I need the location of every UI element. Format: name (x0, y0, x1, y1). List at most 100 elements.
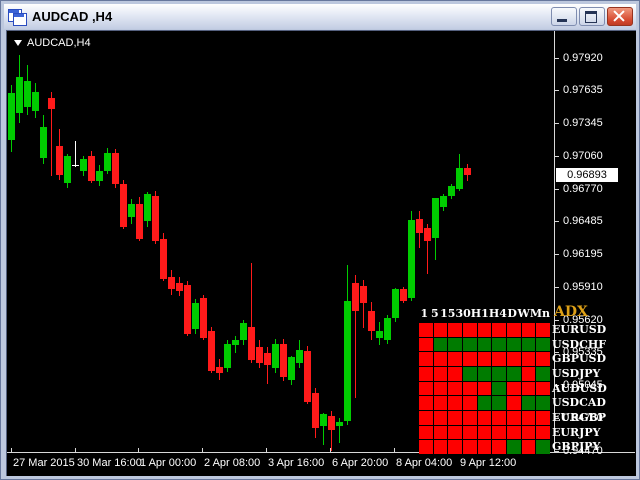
adx-pair-label: USDJPY (552, 366, 601, 380)
adx-matrix-cell (507, 323, 521, 337)
adx-matrix-cell (433, 425, 448, 440)
time-tick (75, 448, 76, 452)
time-tick-label: 8 Apr 04:00 (396, 457, 453, 469)
candle-body (464, 168, 471, 175)
price-tick-label: 0.97635 (563, 84, 603, 97)
price-tick (554, 57, 559, 59)
candle-body (40, 127, 47, 159)
candle-body (248, 326, 255, 360)
candle-body (32, 92, 39, 112)
adx-matrix-cell (433, 440, 448, 454)
price-tick-label: 0.95045 (563, 379, 603, 392)
candle-body (208, 331, 215, 372)
adx-matrix-cell (477, 352, 492, 366)
title-bar[interactable]: AUDCAD ,H4 (4, 4, 636, 29)
adx-matrix-cell (419, 323, 433, 337)
candle-wick (267, 347, 268, 384)
candle-body (416, 218, 423, 234)
adx-matrix-cell (463, 323, 477, 337)
time-tick-label: 27 Mar 2015 (13, 457, 75, 469)
time-tick-label: 9 Apr 12:00 (460, 457, 517, 469)
adx-matrix-cell (448, 381, 462, 396)
adx-pair-label: GBPUSD (552, 352, 607, 366)
adx-matrix-cell (521, 352, 536, 366)
candle-body (80, 159, 87, 171)
candle-body (400, 289, 407, 301)
chart-plot-area[interactable] (7, 31, 554, 452)
candle-body (440, 195, 447, 208)
adx-matrix-cell (477, 425, 492, 440)
candle-wick (323, 413, 324, 446)
adx-matrix-cell (463, 411, 477, 425)
price-tick-label: 0.95335 (563, 346, 603, 359)
time-tick (394, 448, 395, 452)
symbol-dropdown[interactable]: AUDCAD,H4 (14, 37, 91, 49)
adx-matrix-cell (507, 381, 521, 396)
price-tick-label: 0.95910 (563, 280, 603, 293)
time-tick-label: 6 Apr 20:00 (332, 457, 389, 469)
adx-pair-label: AUDUSD (552, 381, 607, 395)
window-controls (551, 7, 636, 26)
candle-body (88, 155, 95, 181)
candle-body (104, 152, 111, 171)
candle-body (336, 422, 343, 426)
adx-matrix-cell (419, 337, 433, 352)
adx-matrix-cell (419, 396, 433, 410)
price-tick-label: 0.97060 (563, 149, 603, 162)
time-tick (202, 448, 203, 452)
adx-matrix-cell (521, 367, 536, 381)
price-tick-label: 0.96770 (563, 182, 603, 195)
chevron-down-icon (14, 40, 22, 46)
adx-matrix-cell (433, 323, 448, 337)
price-tick-label: 0.97920 (563, 51, 603, 64)
adx-matrix-cell (477, 440, 492, 454)
adx-matrix-cell (536, 381, 550, 396)
adx-matrix-cell (492, 323, 506, 337)
candle-body (56, 145, 63, 176)
adx-matrix-cell (463, 337, 477, 352)
candle-body (232, 340, 239, 345)
candle-body (288, 357, 295, 381)
candle-body (96, 170, 103, 181)
time-axis-separator (7, 452, 635, 453)
close-button[interactable] (607, 7, 633, 26)
adx-matrix-cell (521, 440, 536, 454)
adx-matrix-cell (448, 337, 462, 352)
maximize-button[interactable] (579, 7, 605, 26)
adx-matrix-cell (433, 367, 448, 381)
adx-matrix-cell (492, 425, 506, 440)
price-tick (554, 352, 559, 354)
candle-body (272, 343, 279, 368)
adx-matrix-cell (507, 367, 521, 381)
adx-column-label: D (507, 307, 517, 320)
price-tick-label: 0.94760 (563, 411, 603, 424)
candle-body (24, 80, 31, 107)
price-tick (554, 155, 559, 157)
candle-wick (355, 275, 356, 399)
minimize-button[interactable] (551, 7, 577, 26)
adx-column-label: H4 (488, 307, 507, 320)
price-tick-label: 0.95620 (563, 313, 603, 326)
candle-body (456, 168, 463, 189)
current-price-tag: 0.96893 (556, 167, 618, 182)
adx-matrix-cell (477, 323, 492, 337)
adx-pair-label: GBPJPY (552, 440, 601, 454)
adx-column-label: W (517, 307, 530, 320)
adx-matrix-cell (477, 381, 492, 396)
adx-pair-label: USDCAD (552, 396, 606, 410)
candle-body (368, 310, 375, 332)
candle-body (176, 283, 183, 292)
candle-body (128, 203, 135, 218)
adx-matrix-cell (477, 367, 492, 381)
candle-body (144, 193, 151, 221)
candle-body (112, 152, 119, 185)
time-tick (138, 448, 139, 452)
candle-body (256, 347, 263, 364)
price-tick-label: 0.97345 (563, 117, 603, 130)
adx-matrix-cell (492, 411, 506, 425)
adx-matrix-cell (521, 396, 536, 410)
price-tick (554, 286, 559, 288)
adx-matrix-cell (419, 381, 433, 396)
adx-matrix-cell (536, 367, 550, 381)
candle-body (344, 300, 351, 422)
